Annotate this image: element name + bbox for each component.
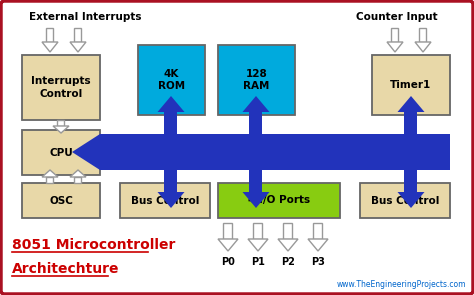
FancyBboxPatch shape <box>22 183 100 218</box>
FancyBboxPatch shape <box>372 55 450 115</box>
Polygon shape <box>415 42 431 52</box>
Text: Bus Control: Bus Control <box>371 196 439 206</box>
FancyBboxPatch shape <box>249 112 263 134</box>
FancyBboxPatch shape <box>360 183 450 218</box>
Text: Timer1: Timer1 <box>391 80 432 90</box>
FancyBboxPatch shape <box>46 177 54 183</box>
Text: P0: P0 <box>221 257 235 267</box>
Text: 8051 Microcontroller: 8051 Microcontroller <box>12 238 175 252</box>
FancyBboxPatch shape <box>74 28 82 42</box>
FancyBboxPatch shape <box>46 28 54 42</box>
FancyBboxPatch shape <box>313 223 322 239</box>
Text: P1: P1 <box>251 257 265 267</box>
Polygon shape <box>70 170 86 177</box>
Polygon shape <box>387 42 403 52</box>
Polygon shape <box>398 96 425 112</box>
FancyBboxPatch shape <box>224 223 233 239</box>
FancyBboxPatch shape <box>404 170 418 192</box>
Text: OSC: OSC <box>49 196 73 206</box>
FancyBboxPatch shape <box>138 45 205 115</box>
Text: www.TheEngineeringProjects.com: www.TheEngineeringProjects.com <box>337 280 466 289</box>
Polygon shape <box>218 239 238 251</box>
FancyBboxPatch shape <box>100 134 450 170</box>
Polygon shape <box>72 134 100 170</box>
Polygon shape <box>42 170 58 177</box>
FancyBboxPatch shape <box>404 112 418 134</box>
Text: 128
RAM: 128 RAM <box>243 69 270 91</box>
Polygon shape <box>42 42 58 52</box>
Text: P3: P3 <box>311 257 325 267</box>
FancyBboxPatch shape <box>74 177 82 183</box>
Polygon shape <box>248 239 268 251</box>
Text: 4 I/O Ports: 4 I/O Ports <box>248 196 310 206</box>
FancyBboxPatch shape <box>218 45 295 115</box>
FancyBboxPatch shape <box>254 223 263 239</box>
FancyBboxPatch shape <box>57 120 64 126</box>
FancyBboxPatch shape <box>164 170 177 192</box>
Polygon shape <box>157 96 184 112</box>
Text: External Interrupts: External Interrupts <box>29 12 141 22</box>
Polygon shape <box>308 239 328 251</box>
Polygon shape <box>53 126 69 133</box>
FancyBboxPatch shape <box>419 28 427 42</box>
Polygon shape <box>398 192 425 208</box>
FancyBboxPatch shape <box>249 170 263 192</box>
Text: Counter Input: Counter Input <box>356 12 438 22</box>
Polygon shape <box>243 192 270 208</box>
FancyBboxPatch shape <box>164 112 177 134</box>
Polygon shape <box>157 192 184 208</box>
Text: Bus Control: Bus Control <box>131 196 199 206</box>
FancyBboxPatch shape <box>218 183 340 218</box>
Text: P2: P2 <box>281 257 295 267</box>
Polygon shape <box>243 96 270 112</box>
FancyBboxPatch shape <box>283 223 292 239</box>
FancyBboxPatch shape <box>22 130 100 175</box>
Text: Architechture: Architechture <box>12 262 119 276</box>
FancyBboxPatch shape <box>22 55 100 120</box>
FancyBboxPatch shape <box>392 28 399 42</box>
Text: 4K
ROM: 4K ROM <box>158 69 185 91</box>
Polygon shape <box>70 42 86 52</box>
Text: Interrupts
Control: Interrupts Control <box>31 76 91 99</box>
Polygon shape <box>278 239 298 251</box>
FancyBboxPatch shape <box>120 183 210 218</box>
Text: CPU: CPU <box>49 148 73 158</box>
